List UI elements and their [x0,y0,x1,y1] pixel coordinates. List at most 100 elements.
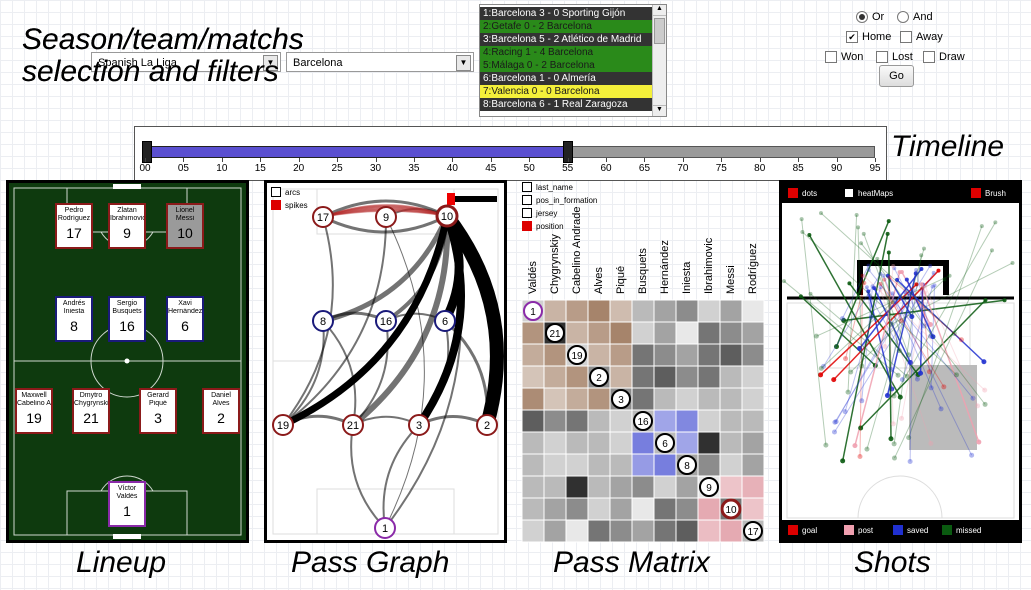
player-card[interactable]: Daniel Alves 2 [202,388,240,434]
matrix-cell[interactable] [631,475,655,499]
matrix-diagonal-node[interactable] [589,367,609,387]
shot-dot[interactable] [821,363,827,369]
shot-line[interactable] [847,214,858,393]
matrix-cell[interactable] [675,365,699,389]
shot-end-dot[interactable] [931,270,936,275]
matrix-cell[interactable] [587,431,611,455]
shot-dot[interactable] [982,387,988,393]
matrix-cell[interactable] [653,475,677,499]
timeline-track-selected[interactable] [145,146,568,158]
shot-line[interactable] [801,219,827,446]
filter-away[interactable]: Away [900,31,943,43]
matrix-cell[interactable] [565,519,589,543]
matrix-cell[interactable] [543,365,567,389]
matrix-cell[interactable] [719,475,743,499]
shot-end-dot[interactable] [914,282,919,287]
shot-line[interactable] [893,255,922,444]
player-card[interactable]: Xavi Hernández 6 [166,296,204,342]
matrix-diagonal-node[interactable] [720,498,742,520]
shot-end-dot[interactable] [947,273,952,278]
matrix-cell[interactable] [697,497,721,521]
pass-edge[interactable] [351,215,451,428]
player-card[interactable]: Lionel Messi 10 [166,203,204,249]
matrix-cell[interactable] [587,497,611,521]
shot-end-dot[interactable] [860,273,865,278]
shot-line[interactable] [858,268,923,349]
matrix-cell[interactable] [741,321,765,345]
match-list-scrollbar[interactable]: ▲ ▼ [652,5,666,116]
shot-dot[interactable] [859,363,865,369]
matrix-cell[interactable] [521,387,545,411]
match-item[interactable]: 5:Málaga 0 - 2 Barcelona [480,59,652,72]
filter-home[interactable]: ✔ Home [846,31,891,43]
matrix-cell[interactable] [675,497,699,521]
shot-end-dot[interactable] [878,271,883,276]
pass-edge[interactable] [384,215,449,323]
shot-line[interactable] [850,278,945,373]
shot-dot[interactable] [907,360,913,366]
shot-dot[interactable] [842,409,848,415]
shot-end-dot[interactable] [932,283,937,288]
scroll-up-icon[interactable]: ▲ [653,5,666,16]
pass-edge[interactable] [418,320,450,426]
matrix-diagonal-node[interactable] [677,455,697,475]
matrix-cell[interactable] [697,321,721,345]
match-item[interactable]: 4:Racing 1 - 4 Barcelona [480,46,652,59]
matrix-cell[interactable] [543,519,567,543]
shot-line[interactable] [844,287,882,412]
shot-dot[interactable] [930,334,936,340]
match-item[interactable]: 8:Barcelona 6 - 1 Real Zaragoza [480,98,652,111]
shot-dot[interactable] [904,373,910,379]
shot-dot[interactable] [951,330,957,336]
matrix-cell[interactable] [653,365,677,389]
shot-line[interactable] [921,288,930,372]
matrix-cell[interactable] [609,321,633,345]
pass-edge[interactable] [444,319,489,426]
matrix-cell[interactable] [543,497,567,521]
matrix-cell[interactable] [565,365,589,389]
shot-line[interactable] [810,293,908,377]
matrix-cell[interactable] [697,453,721,477]
shot-dot[interactable] [941,384,947,390]
shot-dot[interactable] [928,333,934,339]
shot-end-dot[interactable] [910,287,915,292]
matrix-cell[interactable] [719,431,743,455]
shot-dot[interactable] [888,367,894,373]
matrix-cell[interactable] [675,387,699,411]
matrix-cell[interactable] [653,453,677,477]
shot-dot[interactable] [906,435,912,441]
shot-dot[interactable] [884,393,890,399]
shot-dot[interactable] [888,321,894,327]
pass-node[interactable] [374,517,396,539]
pass-edge[interactable] [440,214,464,324]
shot-end-dot[interactable] [885,231,890,236]
matrix-cell[interactable] [631,299,655,323]
matrix-cell[interactable] [697,387,721,411]
matrix-cell[interactable] [631,431,655,455]
shot-end-dot[interactable] [919,253,924,258]
matrix-diagonal-node[interactable] [545,323,565,343]
shot-dot[interactable] [892,455,898,461]
matrix-diagonal-node[interactable] [699,477,719,497]
shot-line[interactable] [841,233,889,461]
shot-dot[interactable] [818,365,824,371]
saved-swatch[interactable] [893,525,903,535]
shot-dot[interactable] [891,393,897,399]
shot-end-dot[interactable] [904,277,909,282]
shot-end-dot[interactable] [930,284,935,289]
shot-line[interactable] [868,269,974,399]
matrix-cell[interactable] [741,343,765,367]
shot-end-dot[interactable] [886,219,891,224]
player-card[interactable]: Gerard Piqué 3 [139,388,177,434]
matrix-cell[interactable] [521,453,545,477]
matrix-cell[interactable] [543,431,567,455]
shot-dot[interactable] [843,356,849,362]
shot-dot[interactable] [921,323,927,329]
matrix-cell[interactable] [697,365,721,389]
shot-dot[interactable] [928,385,934,391]
shot-end-dot[interactable] [979,224,984,229]
shot-dot[interactable] [926,369,932,375]
matrix-cell[interactable] [631,519,655,543]
matrix-cell[interactable] [631,321,655,345]
team-select[interactable]: Barcelona ▼ [286,52,474,72]
